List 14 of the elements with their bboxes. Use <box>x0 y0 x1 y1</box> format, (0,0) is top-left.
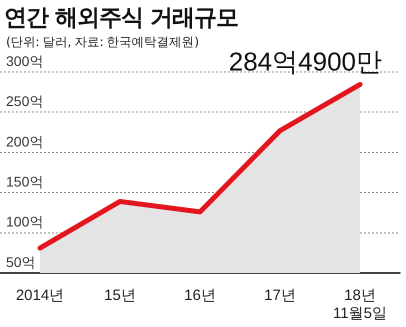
x-tick-label: 16년 <box>184 287 216 304</box>
y-tick-label: 50억 <box>6 254 36 270</box>
x-tick-label: 18년 11월5일 <box>333 287 387 322</box>
x-tick-label: 2014년 <box>16 287 64 304</box>
chart-subtitle: (단위: 달러, 자료: 한국예탁결제원) <box>6 34 199 49</box>
y-tick-label: 300억 <box>6 52 44 69</box>
y-tick-label: 200억 <box>6 133 44 150</box>
y-tick-label: 100억 <box>6 214 44 230</box>
chart-title: 연간 해외주식 거래규모 <box>4 4 240 33</box>
x-tick-label: 15년 <box>104 287 136 304</box>
y-tick-label: 250억 <box>6 93 44 110</box>
annotation: 284억4900만 <box>228 46 382 77</box>
y-tick-label: 150억 <box>6 173 44 190</box>
x-tick-label: 17년 <box>264 287 296 304</box>
